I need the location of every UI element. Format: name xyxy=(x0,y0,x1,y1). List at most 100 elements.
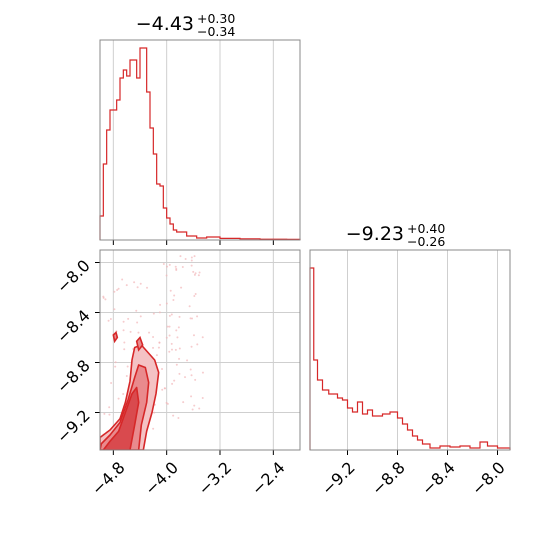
contour-bottom-left-scatter-point-107 xyxy=(111,451,113,453)
contour-bottom-left-scatter-point-74 xyxy=(178,347,181,350)
hist-bottom-right-tick-label-3: −8.0 xyxy=(468,458,509,499)
contour-bottom-left-scatter-point-157 xyxy=(133,281,136,284)
contour-bottom-left-scatter-point-143 xyxy=(197,274,200,277)
contour-bottom-left-scatter-point-53 xyxy=(164,387,167,390)
contour-bottom-left-scatter-point-78 xyxy=(191,317,194,320)
hist-top-left-title: −4.43 +0.30−0.34 xyxy=(136,11,236,39)
contour-bottom-left-scatter-point-122 xyxy=(157,346,160,349)
contour-bottom-left-frame xyxy=(99,249,301,451)
contour-bottom-left-scatter-point-115 xyxy=(108,413,111,416)
contour-bottom-left-scatter-point-86 xyxy=(166,402,169,405)
hist-bottom-right-title-minus: −0.26 xyxy=(407,234,445,249)
contour-bottom-left-scatter-point-17 xyxy=(117,397,120,400)
hist-bottom-right-title-plus: +0.40 xyxy=(407,221,445,236)
hist-bottom-right-bin-8 xyxy=(353,412,358,450)
contour-bottom-left-scatter-point-94 xyxy=(177,417,180,420)
hist-bottom-right-step-line xyxy=(309,267,511,450)
hist-bottom-right-bin-15 xyxy=(398,418,403,450)
contour-bottom-left-scatter-point-113 xyxy=(169,289,172,292)
hist-top-left-bin-11 xyxy=(137,78,140,240)
contour-bottom-left-scatter-point-48 xyxy=(190,259,193,262)
contour-bottom-left-scatter-point-35 xyxy=(152,312,155,315)
contour-bottom-left-scatter-point-133 xyxy=(152,346,155,349)
contour-bottom-left-level-inner xyxy=(102,386,140,450)
contour-bottom-left-scatter-point-137 xyxy=(187,244,189,246)
hist-bottom-right-bin-18 xyxy=(413,436,418,450)
contour-bottom-left-scatter-point-7 xyxy=(139,315,142,318)
contour-bottom-left-scatter-point-41 xyxy=(113,308,116,311)
contour-bottom-left-xtick-label-0: −4.8 xyxy=(88,458,129,499)
hist-bottom-right-frame xyxy=(309,249,511,451)
contour-bottom-left-scatter-point-54 xyxy=(176,336,179,339)
contour-bottom-left-scatter-point-8 xyxy=(172,414,175,417)
contour-bottom-left-scatter-point-91 xyxy=(168,334,171,337)
contour-bottom-left-scatter-point-118 xyxy=(153,411,156,414)
hist-top-left-bin-17 xyxy=(157,184,160,240)
contour-bottom-left-scatter-point-142 xyxy=(173,294,176,297)
contour-bottom-left-scatter-point-96 xyxy=(122,320,125,323)
contour-bottom-left-scatter-point-38 xyxy=(161,367,164,370)
contour-bottom-left-scatter-point-88 xyxy=(179,255,182,258)
hist-bottom-right-title-value: −9.23 xyxy=(346,223,404,245)
contour-bottom-left-scatter-point-37 xyxy=(173,379,176,382)
contour-bottom-left-scatter-point-121 xyxy=(129,330,132,333)
hist-bottom-right-bin-4 xyxy=(329,394,338,450)
contour-bottom-left-scatter-point-141 xyxy=(136,286,139,289)
contour-bottom-left-island-1 xyxy=(135,335,144,352)
contour-bottom-left-scatter-point-36 xyxy=(196,343,199,346)
contour-bottom-left-scatter-point-125 xyxy=(103,456,105,458)
hist-bottom-right-title: −9.23 +0.40−0.26 xyxy=(346,221,446,249)
contour-bottom-left-scatter-point-110 xyxy=(122,329,125,332)
hist-top-left-bin-7 xyxy=(123,70,126,240)
contour-bottom-left-scatter-point-60 xyxy=(166,265,169,268)
hist-bottom-right-tick-label-2: −8.4 xyxy=(418,458,459,499)
hist-bottom-right-bin-10 xyxy=(363,414,368,450)
contour-bottom-left-scatter-point-67 xyxy=(172,299,175,302)
contour-bottom-left-ytick-label-2: −8.8 xyxy=(53,356,94,397)
contour-bottom-left-scatter-point-24 xyxy=(193,404,196,407)
contour-bottom-left-scatter-point-49 xyxy=(190,256,193,259)
contour-bottom-left-scatter-point-62 xyxy=(121,278,124,281)
hist-bottom-right-tick-label-0: −9.2 xyxy=(318,458,359,499)
contour-bottom-left-scatter-point-111 xyxy=(126,365,129,368)
contour-bottom-left-scatter-point-102 xyxy=(198,407,201,410)
contour-bottom-left-scatter-point-98 xyxy=(168,350,171,353)
hist-top-left-bin-23 xyxy=(177,232,187,240)
contour-bottom-left-ytick-label-1: −8.4 xyxy=(53,306,94,347)
contour-bottom-left-scatter-point-77 xyxy=(125,374,128,377)
hist-bottom-right-bin-26 xyxy=(480,442,488,450)
hist-bottom-right-bin-17 xyxy=(408,430,413,450)
contour-bottom-left-island-0 xyxy=(112,331,119,344)
contour-bottom-left-scatter-point-101 xyxy=(193,294,196,297)
hist-bottom-right-bin-13 xyxy=(383,414,391,450)
contour-bottom-left-scatter-point-151 xyxy=(170,348,173,351)
contour-bottom-left-scatter-point-127 xyxy=(125,284,128,287)
contour-bottom-left-scatter-point-57 xyxy=(139,282,142,285)
contour-bottom-left-scatter-point-58 xyxy=(114,365,117,368)
hist-bottom-right-bin-7 xyxy=(348,408,353,450)
hist-bottom-right-bin-6 xyxy=(343,400,348,450)
contour-bottom-left-scatter-point-136 xyxy=(175,267,178,270)
hist-bottom-right-bin-9 xyxy=(358,402,363,450)
contour-bottom-left-scatter-point-112 xyxy=(201,336,204,339)
contour-bottom-left-scatter-point-63 xyxy=(158,311,161,314)
contour-bottom-left-content xyxy=(100,244,204,458)
contour-bottom-left-scatter-point-4 xyxy=(177,326,180,329)
contour-bottom-left-scatter-point-104 xyxy=(174,265,177,268)
contour-bottom-left-scatter-point-148 xyxy=(155,354,158,357)
contour-bottom-left-scatter-point-128 xyxy=(180,286,183,289)
contour-bottom-left-xtick-label-1: −4.0 xyxy=(141,458,182,499)
contour-bottom-left-scatter-point-75 xyxy=(127,317,130,320)
contour-bottom-left-scatter-point-59 xyxy=(102,296,105,299)
contour-bottom-left-scatter-point-82 xyxy=(122,392,125,395)
contour-bottom-left-scatter-point-93 xyxy=(178,357,181,360)
contour-bottom-left-scatter-point-16 xyxy=(186,359,189,362)
contour-bottom-left-scatter-point-12 xyxy=(194,293,197,296)
hist-top-left-bin-6 xyxy=(120,78,123,240)
contour-bottom-left-scatter-point-84 xyxy=(165,274,168,277)
contour-bottom-left-scatter-point-85 xyxy=(194,378,197,381)
contour-bottom-left-scatter-point-81 xyxy=(174,348,177,351)
contour-bottom-left-ytick-label-3: −9.2 xyxy=(53,406,94,447)
contour-bottom-left-scatter-point-34 xyxy=(165,336,168,339)
contour-bottom-left-scatter-point-42 xyxy=(110,381,113,384)
